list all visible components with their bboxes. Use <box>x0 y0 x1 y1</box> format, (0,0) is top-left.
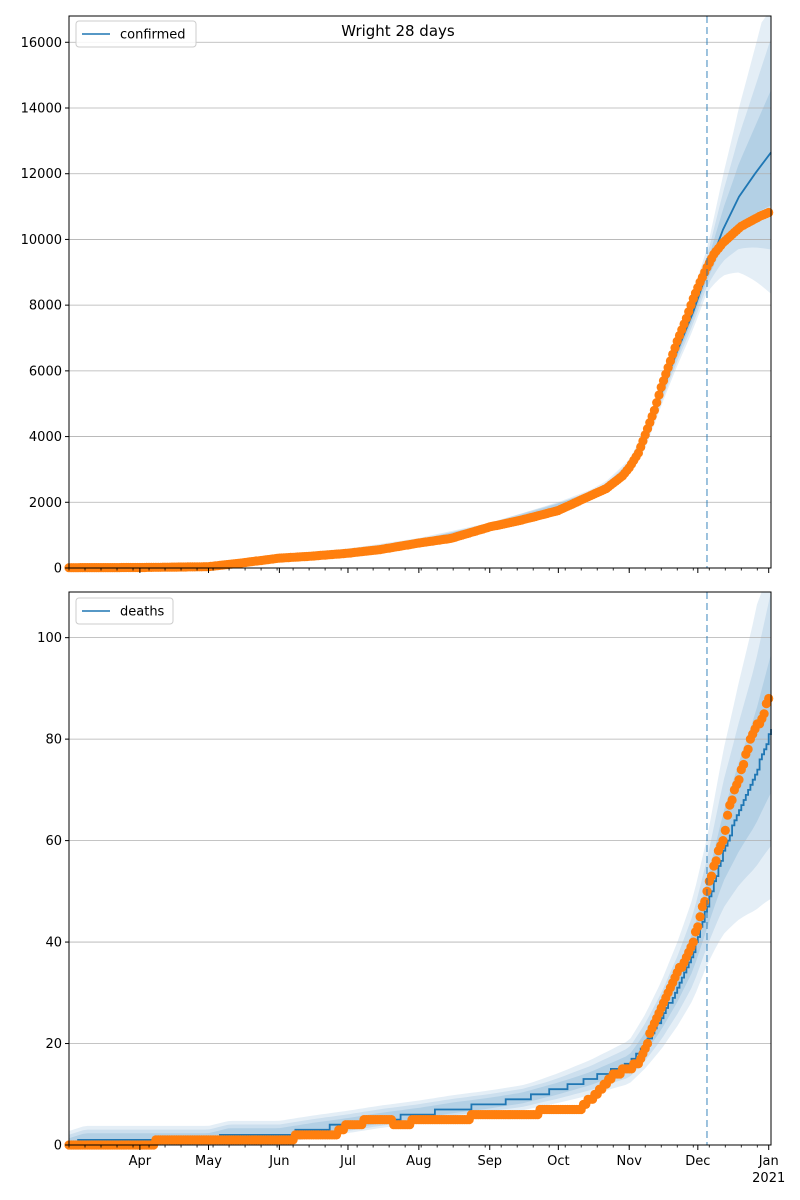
confirmed-y-tick-label: 10000 <box>21 233 62 248</box>
confirmed-y-tick-label: 2000 <box>29 496 62 511</box>
deaths-x-tick-label: May <box>195 1154 222 1169</box>
confirmed-y-tick-label: 6000 <box>29 364 62 379</box>
confirmed-y-tick-label: 12000 <box>21 167 62 182</box>
deaths-observed-point <box>720 825 730 836</box>
deaths-x-tick-label: Sep <box>477 1154 502 1169</box>
confirmed-observed-point <box>764 207 774 218</box>
confirmed-observed-point <box>652 398 662 408</box>
deaths-legend: deaths <box>75 597 174 625</box>
deaths-y-tick-label: 80 <box>45 733 62 748</box>
deaths-observed-point <box>764 693 774 704</box>
deaths-legend-box <box>75 597 174 625</box>
deaths-observed-point <box>711 856 721 866</box>
confirmed-y-tick-label: 8000 <box>29 299 62 314</box>
confirmed-y-tick-label: 4000 <box>29 430 62 445</box>
deaths-observed-point <box>642 1038 653 1049</box>
deaths-y-tick-label: 100 <box>37 631 62 646</box>
confirmed-legend-label: confirmed <box>120 28 186 43</box>
deaths-legend-label: deaths <box>120 605 165 620</box>
deaths-observed-point <box>700 896 710 907</box>
deaths-y-axis: 0 20 40 60 80 100 <box>37 631 69 1154</box>
confirmed-panel: 0 2000 4000 6000 8000 10000 12000 14000 16000 co… <box>21 15 774 577</box>
deaths-y-tick-label: 60 <box>45 834 62 849</box>
confirmed-legend: confirmed <box>75 20 197 48</box>
deaths-observed-point <box>693 922 703 932</box>
deaths-observed-point <box>723 810 733 820</box>
deaths-x-tick-label: Jan <box>758 1154 779 1169</box>
deaths-x-tick-label: Jul <box>339 1154 356 1169</box>
deaths-observed-point <box>688 937 698 947</box>
deaths-x-tick-label: Dec <box>685 1154 710 1169</box>
deaths-axes-frame <box>68 591 772 1146</box>
confirmed-y-tick-label: 14000 <box>21 102 62 117</box>
deaths-observed-point <box>734 775 744 785</box>
deaths-x-tick-label: Aug <box>406 1154 431 1169</box>
deaths-observed-point <box>743 744 753 754</box>
confirmed-axes-frame <box>68 15 772 569</box>
confirmed-observed-points <box>64 207 774 573</box>
deaths-observed-point <box>759 709 769 719</box>
deaths-observed-point <box>727 795 737 805</box>
deaths-panel: 0 20 40 60 80 100 Apr May Jun Jul Aug Sep Oct Nov Dec… <box>37 591 785 1186</box>
confirmed-x-axis <box>68 568 770 573</box>
deaths-x-tick-label: Jun <box>268 1154 289 1169</box>
deaths-y-tick-label: 40 <box>45 936 62 951</box>
deaths-x-tick-label: Oct <box>547 1154 569 1169</box>
confirmed-legend-box <box>75 20 197 48</box>
deaths-observed-point <box>706 871 717 881</box>
deaths-y-tick-label: 0 <box>54 1139 62 1154</box>
deaths-observed-point <box>718 836 728 846</box>
deaths-year-label: 2021 <box>752 1171 785 1186</box>
deaths-observed-point <box>695 912 705 922</box>
deaths-x-tick-label: Nov <box>617 1154 643 1169</box>
confirmed-y-tick-label: 0 <box>54 562 62 577</box>
figure-title: Wright 28 days <box>341 22 455 40</box>
deaths-y-tick-label: 20 <box>45 1037 62 1052</box>
confirmed-observed-point <box>654 390 664 400</box>
confirmed-observed-point <box>649 405 660 415</box>
deaths-observed-point <box>739 759 749 770</box>
confirmed-y-tick-label: 16000 <box>21 36 62 51</box>
deaths-x-axis: Apr May Jun Jul Aug Sep Oct Nov Dec Jan 2021 <box>68 1145 785 1186</box>
confirmed-y-axis: 0 2000 4000 6000 8000 10000 12000 14000 16000 <box>21 36 69 577</box>
deaths-x-tick-label: Apr <box>129 1154 152 1169</box>
